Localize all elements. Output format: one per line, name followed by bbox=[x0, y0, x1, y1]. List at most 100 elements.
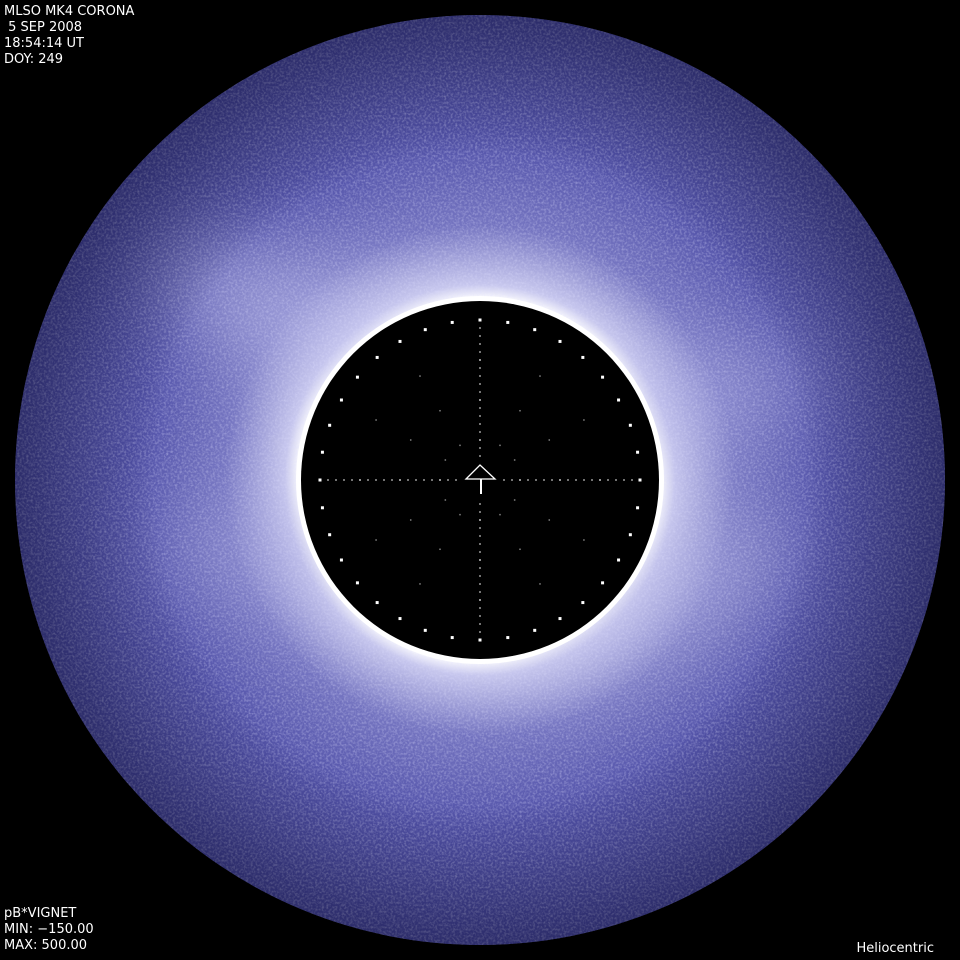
grid-dot bbox=[355, 375, 359, 379]
grid-dot bbox=[328, 533, 332, 537]
grid-dot bbox=[519, 479, 521, 481]
grid-dot bbox=[407, 479, 409, 481]
grid-dot bbox=[499, 444, 501, 447]
grid-dot bbox=[479, 455, 481, 457]
grid-dot bbox=[601, 581, 605, 585]
doy-label: DOY: 249 bbox=[4, 52, 64, 67]
frame-label: Heliocentric bbox=[856, 941, 934, 956]
grid-dot bbox=[479, 623, 481, 625]
grid-dot bbox=[375, 419, 377, 421]
grid-dot bbox=[479, 319, 481, 321]
grid-dot bbox=[450, 320, 454, 324]
grid-dot bbox=[479, 575, 481, 577]
grid-dot bbox=[423, 479, 425, 481]
grid-dot bbox=[398, 339, 402, 343]
min-label: MIN: −150.00 bbox=[4, 922, 94, 937]
grid-dot bbox=[583, 539, 585, 541]
grid-dot bbox=[479, 599, 481, 601]
footer-info: pB*VIGNET MIN: −150.00 MAX: 500.00 bbox=[4, 906, 94, 954]
grid-dot bbox=[479, 383, 481, 385]
grid-dot bbox=[320, 450, 324, 454]
grid-dot bbox=[527, 479, 529, 481]
grid-dot bbox=[601, 375, 605, 379]
grid-dot bbox=[459, 513, 461, 516]
grid-dot bbox=[533, 628, 537, 632]
date-label: 5 SEP 2008 bbox=[4, 20, 83, 35]
grid-dot bbox=[335, 479, 337, 481]
grid-dot bbox=[359, 479, 361, 481]
grid-dot bbox=[419, 583, 421, 585]
grid-dot bbox=[558, 339, 562, 343]
grid-dot bbox=[543, 479, 545, 481]
grid-dot bbox=[339, 558, 343, 562]
grid-dot bbox=[479, 639, 481, 641]
grid-dot bbox=[513, 459, 516, 461]
grid-dot bbox=[499, 513, 501, 516]
grid-dot bbox=[548, 519, 551, 521]
grid-dot bbox=[479, 367, 481, 369]
grid-dot bbox=[479, 439, 481, 441]
grid-dot bbox=[631, 479, 633, 481]
grid-dot bbox=[375, 601, 379, 605]
grid-dot bbox=[591, 479, 593, 481]
grid-dot bbox=[479, 607, 481, 609]
grid-dot bbox=[479, 407, 481, 409]
grid-dot bbox=[581, 355, 585, 359]
grid-dot bbox=[479, 519, 481, 521]
grid-dot bbox=[409, 519, 412, 521]
grid-dot bbox=[479, 431, 481, 433]
grid-dot bbox=[375, 355, 379, 359]
grid-dot bbox=[343, 479, 345, 481]
grid-dot bbox=[439, 479, 441, 481]
grid-dot bbox=[479, 591, 481, 593]
grid-dot bbox=[535, 479, 537, 481]
grid-dot bbox=[419, 375, 421, 377]
grid-dot bbox=[559, 479, 561, 481]
grid-dot bbox=[519, 409, 521, 412]
time-label: 18:54:14 UT bbox=[4, 36, 84, 51]
grid-dot bbox=[506, 636, 510, 640]
grid-dot bbox=[503, 479, 505, 481]
grid-dot bbox=[328, 423, 332, 427]
grid-dot bbox=[339, 398, 343, 402]
grid-dot bbox=[431, 479, 433, 481]
grid-dot bbox=[599, 479, 601, 481]
grid-dot bbox=[399, 479, 401, 481]
grid-dot bbox=[479, 447, 481, 449]
grid-dot bbox=[398, 617, 402, 621]
grid-dot bbox=[548, 439, 551, 441]
max-label: MAX: 500.00 bbox=[4, 938, 88, 953]
grid-dot bbox=[351, 479, 353, 481]
grid-dot bbox=[367, 479, 369, 481]
grid-dot bbox=[479, 567, 481, 569]
product-label: pB*VIGNET bbox=[4, 906, 77, 921]
grid-dot bbox=[575, 479, 577, 481]
grid-dot bbox=[479, 551, 481, 553]
grid-dot bbox=[519, 548, 521, 551]
grid-dot bbox=[513, 499, 516, 501]
grid-dot bbox=[558, 617, 562, 621]
grid-dot bbox=[444, 459, 447, 461]
grid-dot bbox=[355, 581, 359, 585]
header-info: MLSO MK4 CORONA 5 SEP 2008 18:54:14 UT DOY… bbox=[4, 4, 134, 68]
grid-dot bbox=[423, 628, 427, 632]
grid-dot bbox=[607, 479, 609, 481]
grid-dot bbox=[479, 535, 481, 537]
grid-dot bbox=[479, 399, 481, 401]
grid-dot bbox=[639, 479, 641, 481]
grid-dot bbox=[375, 479, 377, 481]
grid-dot bbox=[479, 343, 481, 345]
grid-dot bbox=[319, 479, 321, 481]
grid-dot bbox=[479, 391, 481, 393]
grid-dot bbox=[455, 479, 457, 481]
grid-dot bbox=[583, 419, 585, 421]
grid-dot bbox=[447, 479, 449, 481]
grid-dot bbox=[450, 636, 454, 640]
grid-dot bbox=[423, 328, 427, 332]
grid-dot bbox=[636, 506, 640, 510]
grid-dot bbox=[479, 359, 481, 361]
grid-dot bbox=[479, 527, 481, 529]
grid-dot bbox=[479, 559, 481, 561]
grid-dot bbox=[479, 375, 481, 377]
